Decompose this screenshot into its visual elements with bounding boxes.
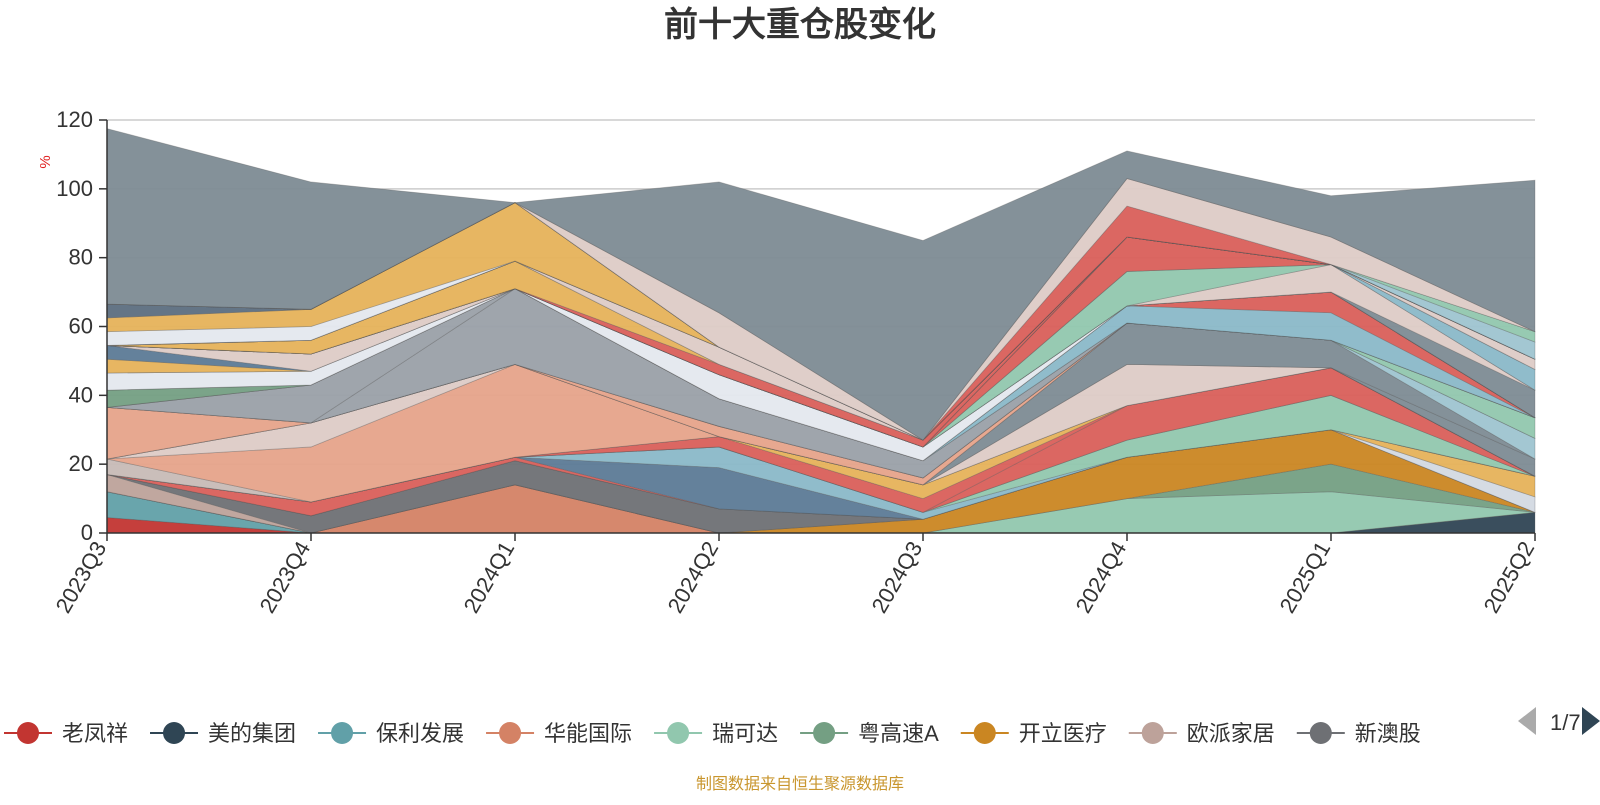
x-tick-label: 2024Q3 [867,537,928,617]
y-tick-label: 100 [56,176,93,201]
legend-circle-marker [813,722,836,744]
legend-label: 保利发展 [376,721,464,746]
legend-circle-marker [17,722,39,744]
y-tick-label: 120 [56,107,93,132]
x-tick-label: 2023Q3 [51,537,112,617]
area-series-44[interactable] [106,264,1536,448]
legend-circle-marker [163,722,186,744]
y-tick-label: 0 [81,520,93,545]
legend-pager: 1/7 [1518,707,1600,735]
chart-title: 前十大重仓股变化 [664,6,936,44]
legend-label: 瑞可达 [712,721,778,746]
legend-label: 粤高速A [858,721,939,746]
legend-items: 老凤祥 美的集团 保利发展 华能国际 瑞可达 粤高速A 开立医疗 欧派家居 新澳股 [4,721,1421,746]
legend-circle-marker [973,722,996,744]
x-tick-label: 2025Q1 [1275,537,1336,617]
legend-label: 新澳股 [1355,721,1421,746]
y-tick-label: 60 [69,314,93,339]
legend-label: 华能国际 [544,721,632,746]
source-note: 制图数据来自恒生聚源数据库 [696,775,904,793]
legend-circle-marker [499,722,522,744]
legend-item[interactable]: 新澳股 [1296,721,1421,746]
y-tick-label: 20 [69,451,93,476]
pager-prev-icon[interactable] [1518,707,1536,735]
y-tick-label: 40 [69,382,93,407]
area-series-46[interactable] [106,236,1536,448]
pager-next-icon[interactable] [1582,707,1600,735]
legend-item[interactable]: 华能国际 [486,721,632,746]
area-series-66[interactable] [106,128,1536,441]
legend-label: 欧派家居 [1187,721,1275,746]
legend-circle-marker [667,722,690,744]
legend-circle-marker [1309,722,1332,744]
legend-item[interactable]: 老凤祥 [4,721,128,746]
legend-item[interactable]: 开立医疗 [960,721,1107,746]
area-series-42[interactable] [106,264,1536,448]
legend-item[interactable]: 美的集团 [150,721,296,746]
pager-page-indicator: 1/7 [1550,710,1581,735]
x-tick-label: 2024Q4 [1071,537,1132,617]
legend-item[interactable]: 保利发展 [318,721,464,746]
legend-item[interactable]: 欧派家居 [1128,721,1275,746]
area-series-41[interactable] [106,288,1536,448]
legend-item[interactable]: 粤高速A [800,721,939,746]
x-tick-label: 2024Q1 [459,537,520,617]
x-tick-label: 2025Q2 [1479,537,1540,617]
y-axis-label: % [37,155,54,168]
legend-circle-marker [1141,722,1164,744]
legend-item[interactable]: 瑞可达 [654,721,778,746]
legend-label: 老凤祥 [62,721,128,746]
x-tick-label: 2023Q4 [255,537,316,617]
legend: 老凤祥 美的集团 保利发展 华能国际 瑞可达 粤高速A 开立医疗 欧派家居 新澳股 [4,721,1421,746]
legend-circle-marker [331,722,354,744]
y-tick-label: 80 [69,245,93,270]
legend-label: 美的集团 [208,721,296,746]
legend-label: 开立医疗 [1019,721,1107,746]
area-layer [106,128,1536,534]
x-tick-label: 2024Q2 [663,537,724,617]
